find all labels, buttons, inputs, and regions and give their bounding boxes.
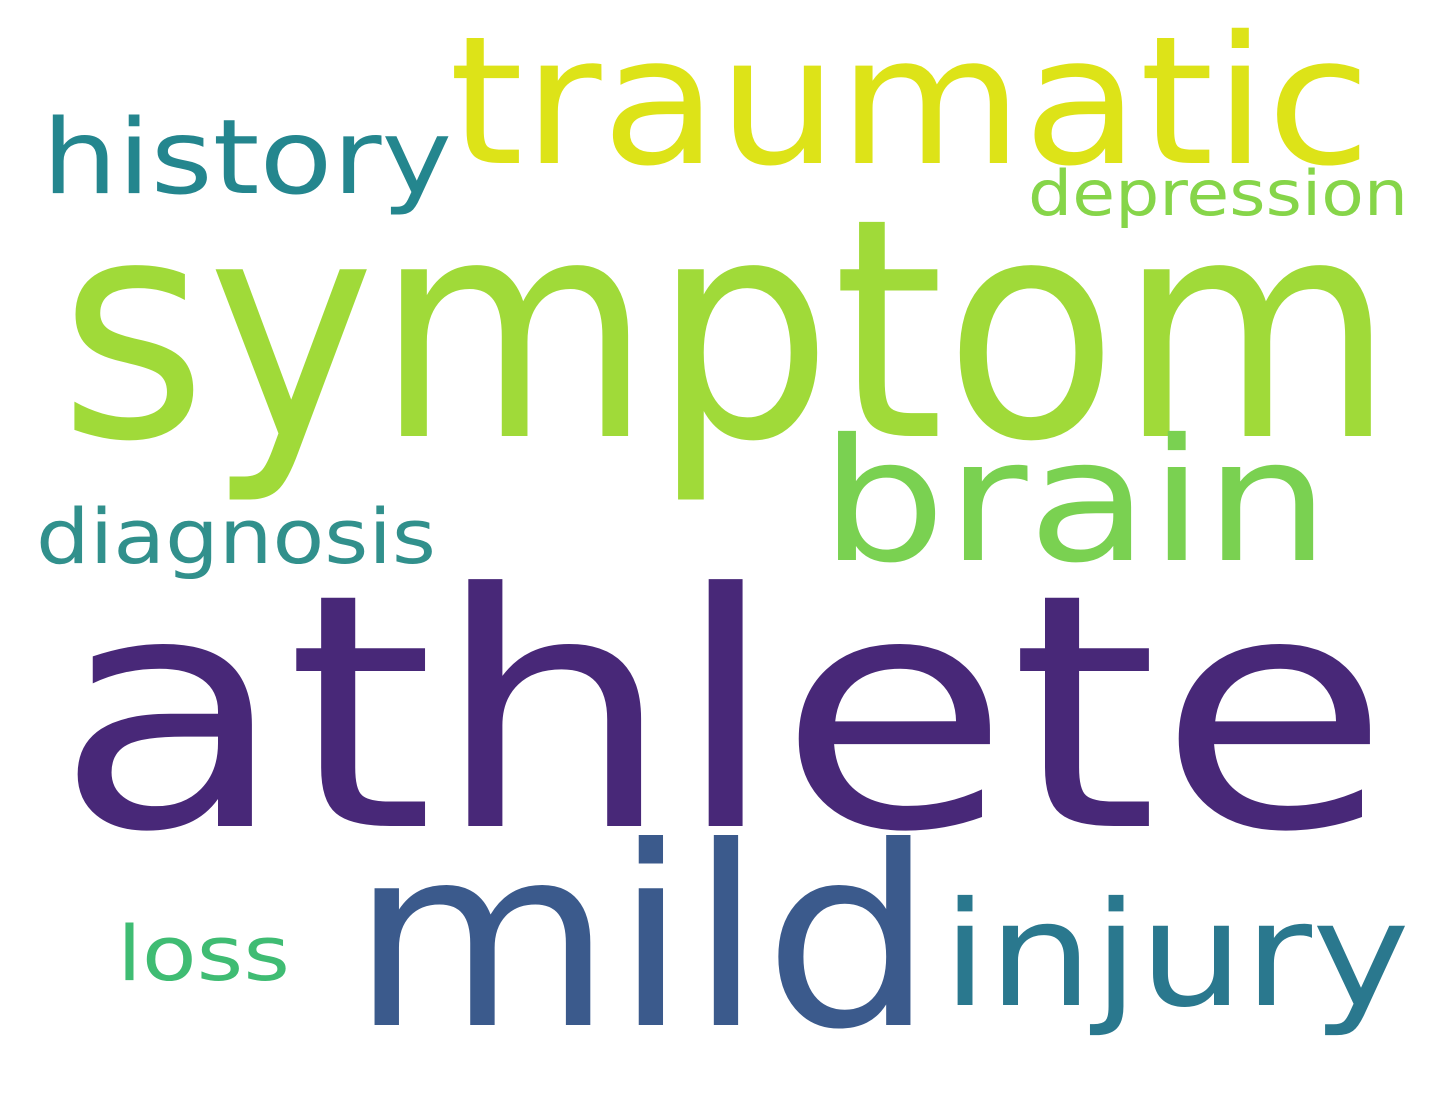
word-brain: brain (820, 403, 1330, 601)
word-depression: depression (1028, 157, 1408, 230)
word-loss: loss (117, 909, 290, 998)
word-symptom: symptom (59, 153, 1395, 508)
word-diagnosis: diagnosis (36, 492, 436, 581)
word-history: history (42, 98, 452, 218)
word-mild: mild (350, 793, 935, 1084)
word-athlete: athlete (55, 524, 1390, 903)
word-injury: injury (942, 871, 1410, 1040)
word-traumatic: traumatic (449, 0, 1371, 205)
